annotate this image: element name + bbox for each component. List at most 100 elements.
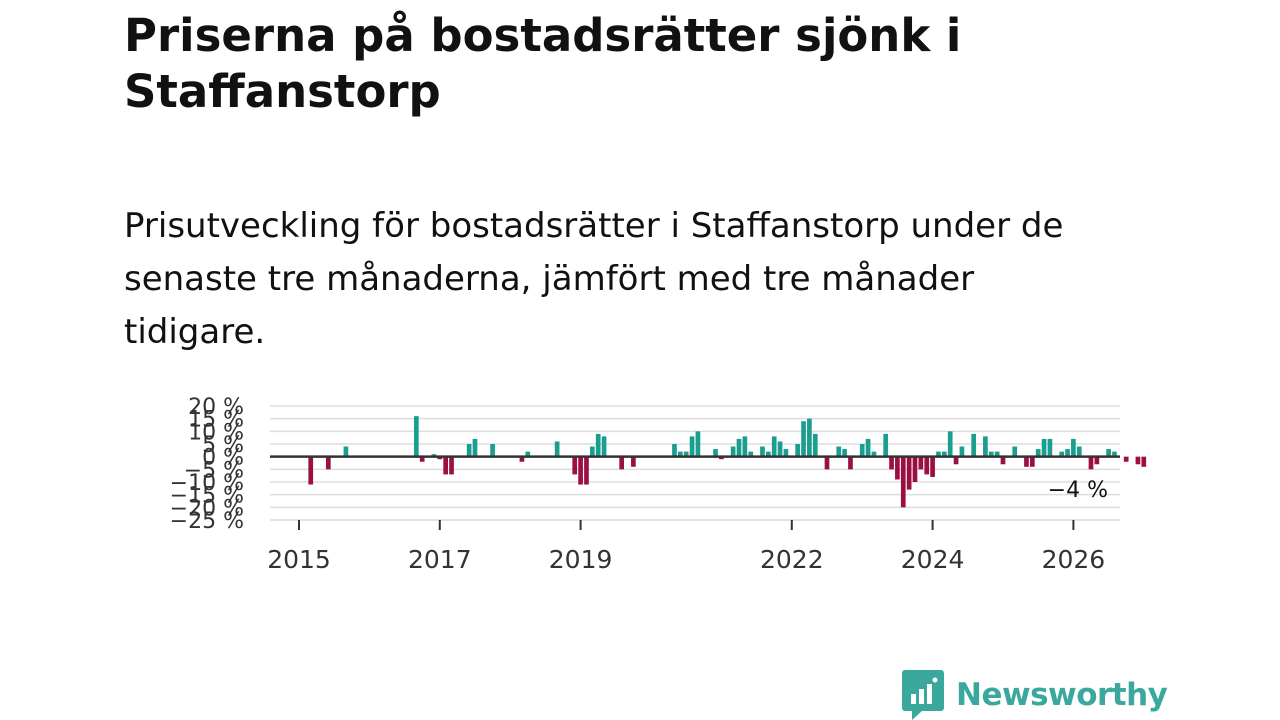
bar: [765, 451, 771, 457]
bar: [578, 456, 583, 485]
bar: [988, 451, 994, 457]
brand-name: Newsworthy: [956, 677, 1168, 713]
bar: [519, 456, 525, 462]
x-tick-label: 2022: [760, 545, 824, 574]
bar: [572, 456, 578, 475]
bar: [959, 446, 965, 457]
bar: [795, 444, 801, 457]
bar: [930, 456, 935, 477]
bar: [883, 433, 889, 457]
bar: [554, 441, 560, 457]
y-tick-label: 20 %: [188, 395, 244, 420]
bar: [983, 436, 988, 457]
y-tick-label: 15 %: [188, 408, 244, 433]
y-axis: 20 %15 %10 %5 %0 %−5 %−10 %−15 %−20 %−25…: [170, 395, 244, 534]
bar: [325, 456, 331, 470]
x-axis: 2015 2017 2019 2022 2024 2026: [267, 519, 1120, 574]
bar: [836, 446, 842, 457]
bar: [672, 444, 677, 457]
bar: [771, 436, 777, 457]
bar: [713, 449, 718, 457]
bar: [1123, 456, 1129, 462]
bar: [1000, 456, 1006, 465]
bar: [1024, 456, 1029, 467]
y-tick-label: −20 %: [170, 496, 244, 521]
bar: [449, 456, 454, 475]
bar: [1047, 438, 1053, 457]
bar: [777, 441, 783, 457]
page-title: Priserna på bostadsrätter sjönk i Staffa…: [124, 9, 962, 118]
bar: [801, 421, 806, 457]
bar: [1094, 456, 1100, 465]
bar: [683, 451, 689, 457]
bar: [466, 444, 472, 457]
bar: [1141, 456, 1147, 467]
bar: [413, 416, 419, 457]
bar: [848, 456, 853, 470]
bar: [889, 456, 894, 470]
y-tick-label: 5 %: [202, 433, 244, 458]
bar: [730, 446, 736, 457]
x-tick-label: 2024: [901, 545, 965, 574]
bar: [871, 451, 877, 457]
bar: [760, 446, 765, 457]
bar: [1041, 438, 1047, 457]
bar: [900, 456, 906, 508]
bar: [343, 446, 349, 457]
bar: [824, 456, 830, 470]
page-subtitle: Prisutveckling för bostadsrätter i Staff…: [124, 206, 1064, 352]
x-tick-label: 2015: [267, 545, 331, 574]
bar: [748, 451, 754, 457]
bar: [443, 456, 449, 475]
bar: [842, 449, 847, 457]
bar: [1035, 449, 1041, 457]
bar: [1071, 438, 1076, 457]
newsworthy-logo: Newsworthy: [902, 670, 1168, 720]
bar: [812, 433, 818, 457]
bar: [601, 436, 607, 457]
bar: [1065, 449, 1070, 457]
bar: [736, 438, 742, 457]
bar: [677, 451, 683, 457]
bar: [308, 456, 314, 485]
y-tick-label: −15 %: [170, 484, 244, 509]
x-tick-label: 2017: [408, 545, 472, 574]
bar: [1135, 456, 1141, 465]
y-tick-label: −10 %: [170, 471, 244, 496]
bar: [953, 456, 959, 465]
bar: [1076, 446, 1082, 457]
bar: [1112, 451, 1117, 457]
price-change-bar-chart: 20 %15 %10 %5 %0 %−5 %−10 %−15 %−20 %−25…: [170, 395, 1147, 574]
bar: [895, 456, 900, 480]
bar: [865, 438, 871, 457]
bar: [695, 431, 701, 457]
bar: [783, 449, 789, 457]
bar: [419, 456, 425, 462]
last-value-annotation: −4 %: [1048, 478, 1108, 503]
bar: [859, 444, 865, 457]
bar: [1029, 456, 1035, 467]
y-tick-label: 10 %: [188, 420, 244, 445]
bar: [936, 451, 941, 457]
bar: [906, 456, 912, 490]
bar: [437, 456, 443, 460]
x-tick-label: 2019: [549, 545, 613, 574]
bar: [472, 438, 478, 457]
bar: [719, 456, 724, 460]
bar: [1059, 451, 1065, 457]
bar: [1106, 449, 1111, 457]
bar: [589, 446, 595, 457]
chart-gridlines: [270, 405, 1120, 521]
chart-bars: [308, 416, 1147, 508]
x-tick-label: 2026: [1042, 545, 1106, 574]
bar: [584, 456, 589, 485]
y-tick-label: −25 %: [170, 509, 244, 534]
bar: [1012, 446, 1018, 457]
bar: [947, 431, 953, 457]
bar: [689, 436, 695, 457]
bar: [941, 451, 947, 457]
bar: [490, 444, 495, 457]
bar: [631, 456, 636, 467]
y-tick-label: 0 %: [202, 446, 244, 471]
bar: [971, 433, 977, 457]
